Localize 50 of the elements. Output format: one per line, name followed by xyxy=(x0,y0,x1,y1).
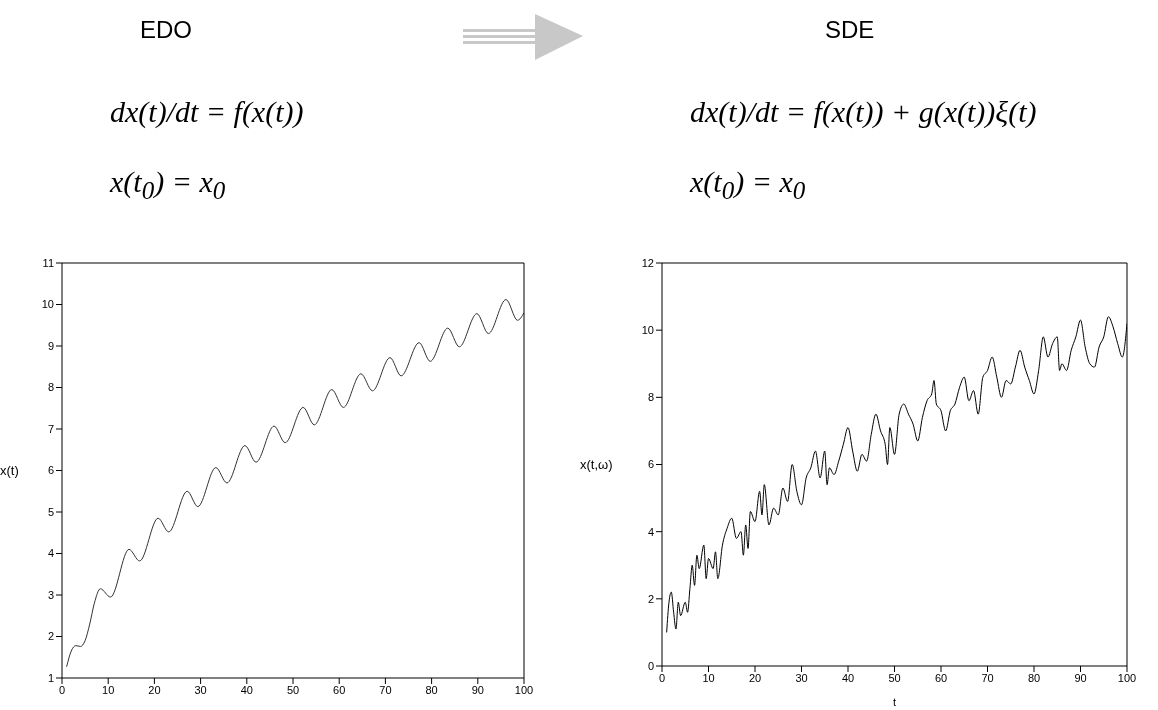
y-tick-label: 6 xyxy=(647,458,654,471)
y-tick-label: 7 xyxy=(47,422,54,435)
x-tick-label: 20 xyxy=(748,671,762,684)
x-tick-label: 80 xyxy=(1027,671,1041,684)
x-tick-label: 40 xyxy=(240,683,253,696)
y-tick-label: 1 xyxy=(47,671,54,684)
text: dx(t)/dt = f(x(t)) xyxy=(110,95,304,129)
x-tick-label: 60 xyxy=(934,671,948,684)
y-tick-label: 3 xyxy=(47,588,54,601)
text: dx(t)/dt = f(x(t)) + g(x(t))ξ(t) xyxy=(690,95,1037,129)
y-tick-label: 8 xyxy=(47,381,54,394)
x-tick-label: 70 xyxy=(981,671,994,684)
y-tick-label: 4 xyxy=(647,525,654,538)
x-tick-label: 0 xyxy=(58,683,66,696)
x-tick-label: 30 xyxy=(194,683,207,696)
y-tick-label: 5 xyxy=(47,505,54,518)
x-tick-label: 0 xyxy=(658,671,666,684)
text: x(t$_{0}$) = x$_{0}$ xyxy=(110,165,226,205)
y-tick-label: 12 xyxy=(641,256,654,269)
y-tick-label: 0 xyxy=(647,659,654,672)
x-tick-label: 20 xyxy=(148,683,161,696)
x-tick-label: 70 xyxy=(379,683,392,696)
line-series xyxy=(66,299,524,668)
y-tick-label: 8 xyxy=(647,391,654,404)
y-tick-label: 9 xyxy=(47,339,54,352)
y-axis-title: x(t,ω) xyxy=(580,457,613,473)
x-tick-label: 10 xyxy=(102,683,115,696)
y-tick-label: 2 xyxy=(47,630,54,643)
y-tick-label: 6 xyxy=(47,464,54,477)
x-tick-label: 90 xyxy=(471,683,484,696)
x-tick-label: 90 xyxy=(1074,671,1087,684)
y-tick-label: 10 xyxy=(41,298,54,311)
text: x(t$_{0}$) = x$_{0}$ xyxy=(690,165,806,205)
y-tick-label: 10 xyxy=(641,324,654,337)
x-tick-label: 50 xyxy=(286,683,300,696)
x-tick-label: 80 xyxy=(425,683,438,696)
x-tick-label: 100 xyxy=(514,683,534,696)
x-tick-label: 60 xyxy=(333,683,346,696)
chart-title: SDE xyxy=(825,16,875,44)
x-tick-label: 50 xyxy=(888,671,901,684)
chart-title: EDO xyxy=(140,16,193,44)
x-tick-label: 40 xyxy=(841,671,855,684)
y-axis-title: x(t) xyxy=(0,463,19,479)
x-tick-label: 10 xyxy=(702,671,715,684)
x-axis-title: t xyxy=(892,696,897,708)
x-tick-label: 100 xyxy=(1117,671,1137,684)
y-tick-label: 11 xyxy=(42,256,54,269)
y-tick-label: 4 xyxy=(47,547,54,560)
x-tick-label: 30 xyxy=(795,671,808,684)
y-tick-label: 2 xyxy=(647,592,654,605)
